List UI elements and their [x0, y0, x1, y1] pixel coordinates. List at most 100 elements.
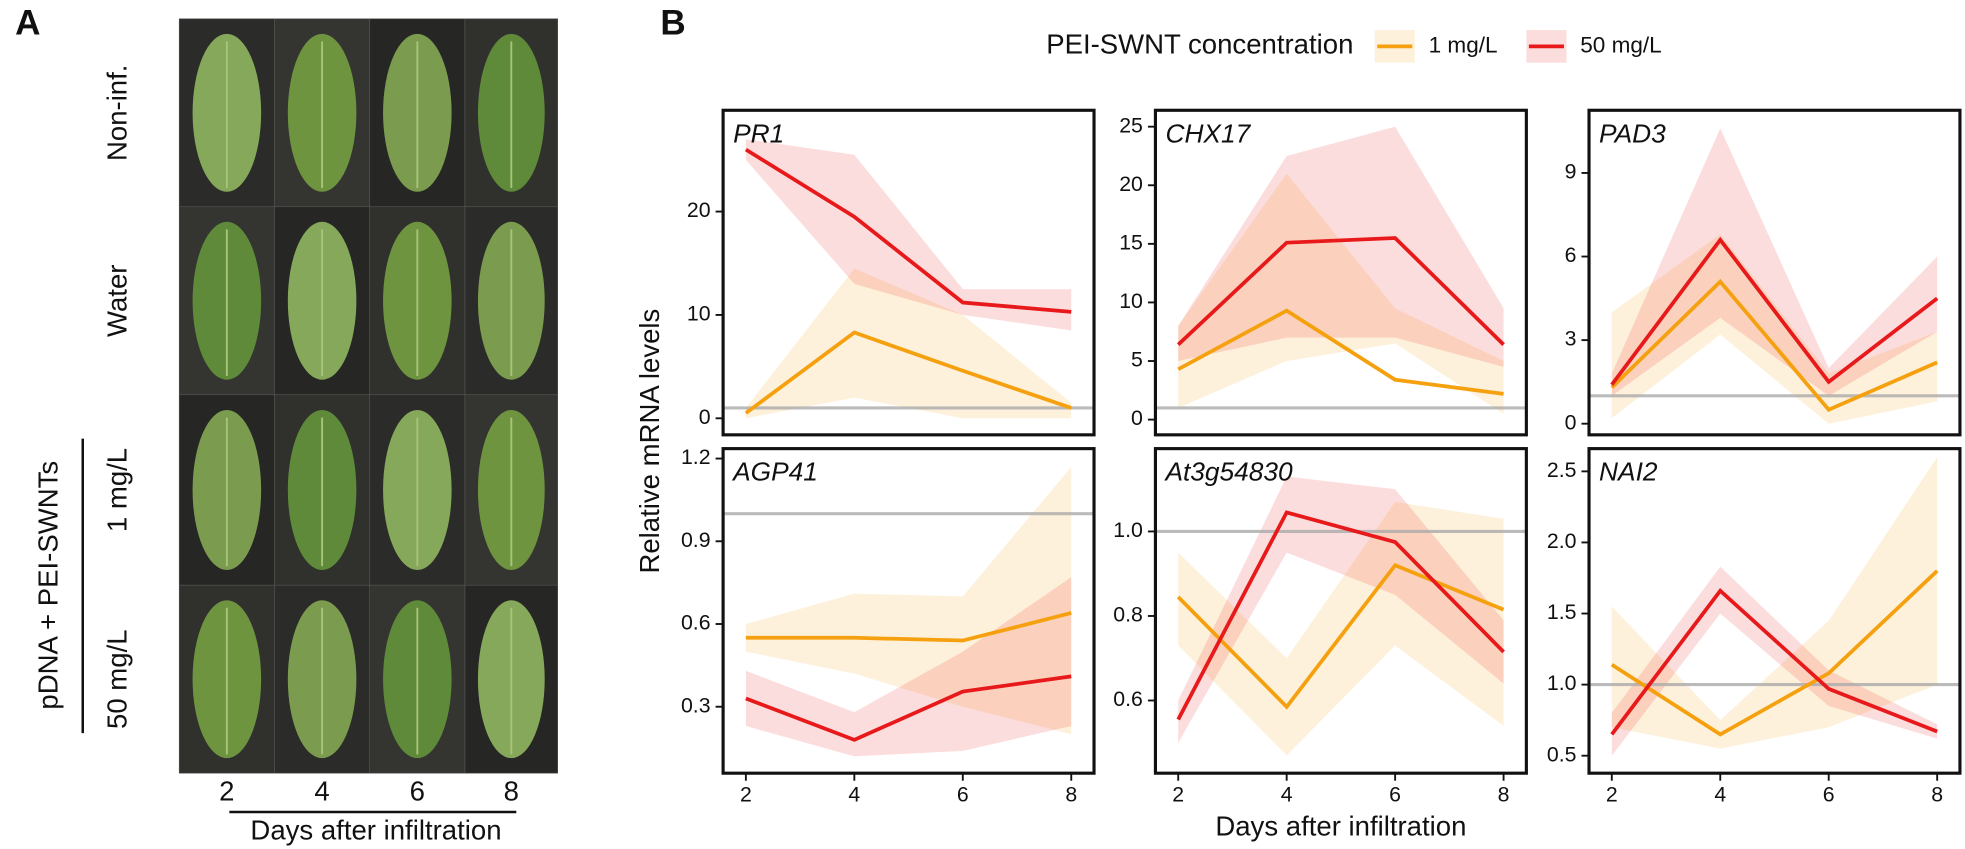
- confidence-band: [1178, 476, 1504, 743]
- series-line: [1176, 510, 1505, 721]
- panel-border: [1587, 108, 1962, 437]
- confidence-band: [1611, 234, 1938, 424]
- y-tick-label: 20: [1119, 172, 1143, 196]
- x-tick-label: 4: [1714, 782, 1726, 806]
- series-line: [1177, 308, 1504, 396]
- y-tick-label: 5: [1131, 348, 1143, 372]
- panel-background: [723, 110, 1095, 435]
- confidence-band: [1611, 128, 1938, 396]
- y-tick-label: 0.6: [1113, 687, 1143, 711]
- x-tick-label: 2: [1606, 782, 1618, 806]
- x-tick-label: 6: [957, 782, 969, 806]
- column-label: 6: [410, 776, 425, 807]
- confidence-band: [1611, 566, 1938, 756]
- series-line: [1176, 236, 1505, 346]
- row-label: Water: [101, 265, 132, 337]
- panel-border: [721, 447, 1096, 775]
- series-line: [1610, 278, 1938, 413]
- panel: 0.6 0.8 1.0 2 4 6 8 At3g54830: [1113, 447, 1528, 806]
- panel-background: [723, 448, 1095, 774]
- y-tick-label: 1.2: [681, 445, 711, 469]
- leaf-photos: [178, 18, 558, 774]
- column-label: 2: [219, 776, 234, 807]
- y-tick-label: 6: [1565, 243, 1577, 267]
- y-tick-label: 3: [1565, 327, 1577, 351]
- panel-label: B: [660, 3, 685, 42]
- panel-title: AGP41: [731, 457, 818, 487]
- confidence-band: [745, 466, 1072, 735]
- panel: 0 5 10 15 20 25 CHX17: [1119, 108, 1528, 437]
- x-tick-label: 8: [1498, 782, 1510, 806]
- y-tick-label: 2.0: [1547, 529, 1577, 553]
- y-tick-label: 0.9: [681, 528, 711, 552]
- panel-title: PR1: [733, 118, 784, 148]
- panel-title: At3g54830: [1163, 457, 1293, 487]
- y-tick-label: 1.0: [1547, 671, 1577, 695]
- column-label: 8: [504, 776, 519, 807]
- confidence-band: [1178, 173, 1504, 414]
- row-label: Non-inf.: [101, 65, 132, 161]
- x-tick-label: 4: [848, 782, 860, 806]
- y-tick-label: 10: [687, 302, 711, 326]
- legend-label: 50 mg/L: [1580, 32, 1661, 57]
- series-line: [744, 330, 1072, 415]
- panel-title: NAI2: [1599, 457, 1658, 487]
- panel-border: [1153, 447, 1528, 775]
- group-label: pDNA + PEI-SWNTs: [32, 461, 63, 710]
- confidence-band: [745, 577, 1072, 757]
- panel-background: [1589, 448, 1960, 774]
- y-tick-label: 2.5: [1547, 458, 1577, 482]
- panel-background: [1155, 110, 1527, 435]
- series-line: [745, 674, 1072, 742]
- y-tick-label: 0: [1131, 406, 1143, 430]
- panel-border: [1153, 108, 1528, 437]
- x-tick-label: 4: [1281, 782, 1293, 806]
- series-line: [1610, 569, 1939, 737]
- x-tick-label: 6: [1389, 782, 1401, 806]
- x-tick-label: 8: [1931, 782, 1943, 806]
- series-line: [1176, 562, 1505, 710]
- y-tick-label: 1.5: [1547, 600, 1577, 624]
- panel: 0.5 1.0 1.5 2.0 2.5 2 4 6 8 NAI2: [1547, 447, 1962, 806]
- y-tick-label: 0: [1565, 410, 1577, 434]
- series-line: [1610, 236, 1939, 386]
- series-line: [745, 611, 1072, 643]
- confidence-band: [745, 139, 1072, 331]
- y-tick-label: 0.5: [1547, 742, 1577, 766]
- x-tick-label: 6: [1823, 782, 1835, 806]
- x-axis-label: Days after infiltration: [1215, 811, 1466, 842]
- panel: 0.3 0.6 0.9 1.2 2 4 6 8 AGP41: [681, 445, 1096, 806]
- y-tick-label: 0.3: [681, 693, 711, 717]
- y-tick-label: 1.0: [1113, 518, 1143, 542]
- series-line: [1610, 588, 1938, 736]
- panel-title: PAD3: [1599, 118, 1666, 148]
- panel-border: [1587, 447, 1962, 775]
- y-tick-label: 0.8: [1113, 603, 1143, 627]
- row-label: 1 mg/L: [101, 448, 132, 532]
- x-tick-label: 8: [1065, 782, 1077, 806]
- panel-title: CHX17: [1165, 118, 1251, 148]
- x-tick-label: 2: [1172, 782, 1184, 806]
- confidence-band: [1178, 501, 1504, 756]
- column-label: 4: [314, 776, 329, 807]
- panel: 0 10 20 PR1: [687, 108, 1096, 437]
- legend-label: 1 mg/L: [1429, 32, 1498, 57]
- panel-label: A: [15, 3, 40, 42]
- y-tick-label: 25: [1119, 113, 1143, 137]
- panel-border: [721, 108, 1096, 437]
- y-tick-label: 20: [687, 198, 711, 222]
- y-tick-label: 15: [1119, 230, 1143, 254]
- confidence-band: [1611, 457, 1938, 749]
- legend-title: PEI-SWNT concentration: [1046, 29, 1353, 60]
- x-axis-label: Days after infiltration: [250, 814, 501, 845]
- y-tick-label: 0.6: [681, 611, 711, 635]
- confidence-band: [1178, 126, 1504, 367]
- x-tick-label: 2: [740, 782, 752, 806]
- panel: 0 3 6 9 PAD3: [1565, 108, 1962, 437]
- row-label: 50 mg/L: [101, 629, 132, 729]
- y-tick-label: 0: [699, 405, 711, 429]
- y-tick-label: 10: [1119, 289, 1143, 313]
- y-axis-label: Relative mRNA levels: [634, 309, 665, 574]
